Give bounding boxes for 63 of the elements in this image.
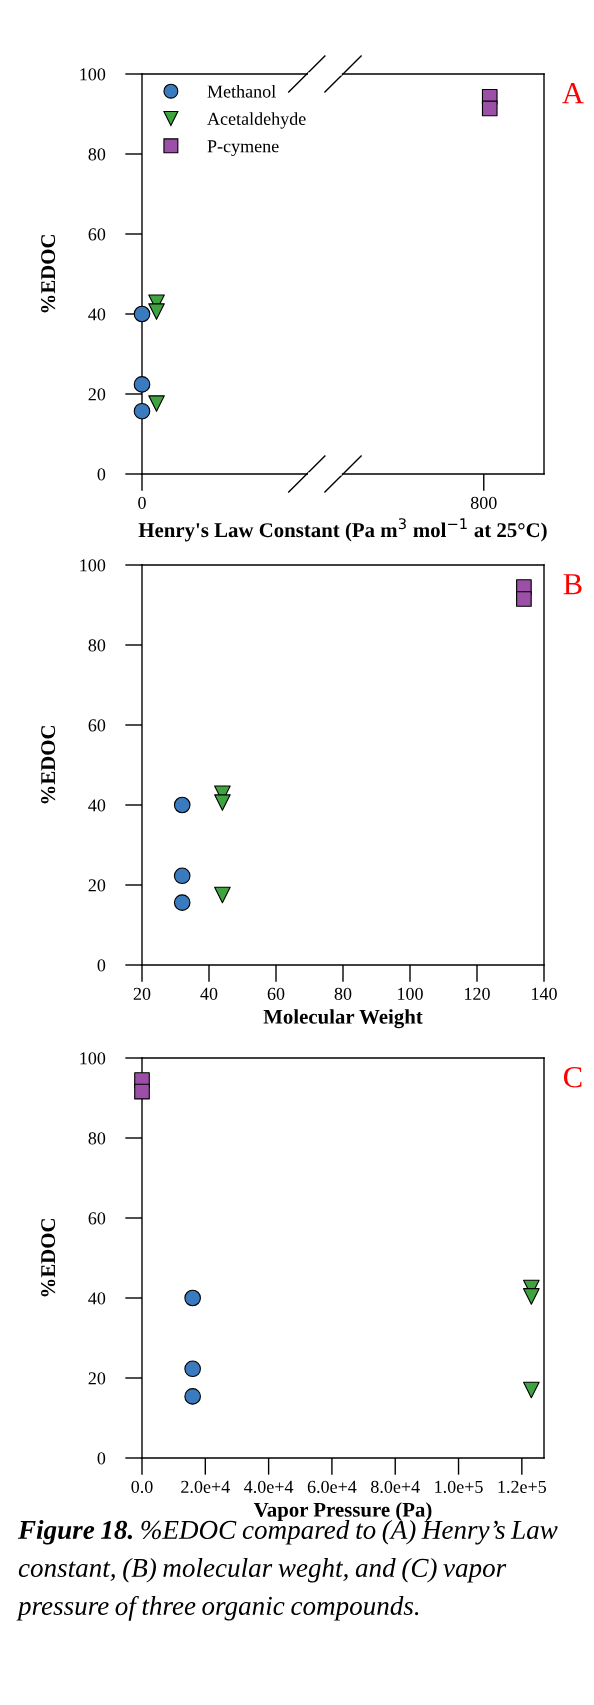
point (133, 376, 151, 393)
point (184, 1289, 201, 1307)
point (173, 796, 191, 814)
y-tick-label: 80 (88, 639, 106, 652)
text: A (562, 83, 584, 104)
x-tick-label: 0.0 (131, 1480, 153, 1494)
x-tick-label: 140 (532, 987, 557, 1000)
point (481, 100, 498, 117)
y-tick-label: 0 (97, 468, 106, 481)
point (523, 1381, 540, 1399)
y-axis-title: %EDOC (41, 1219, 56, 1297)
y-tick-label: 100 (80, 1052, 106, 1065)
point (173, 867, 191, 885)
x-tick-label: 40 (200, 987, 218, 1000)
y-axis-title: %EDOC (41, 235, 56, 313)
point (214, 794, 231, 811)
y-tick-label: 60 (88, 1212, 106, 1225)
y-tick-label: 0 (97, 959, 106, 972)
y-tick-label: 100 (80, 559, 106, 572)
y-tick-label: 60 (88, 719, 106, 732)
x-tick-label: 20 (133, 987, 151, 1000)
y-tick-label: 80 (88, 148, 106, 161)
y-tick-label: 40 (88, 799, 106, 812)
x-axis-title: Henry's Law Constant (Pa m$^{3}$ mol$^{−1}$ at 25°C) (138, 518, 547, 542)
y-tick-label: 100 (80, 68, 106, 81)
x-tick-label: 60 (267, 987, 285, 1000)
y-tick-label: 20 (88, 388, 106, 401)
point (148, 395, 165, 412)
point (133, 402, 151, 420)
y-tick-label: 60 (88, 228, 106, 241)
point (148, 303, 165, 320)
y-tick-label: 0 (97, 1452, 106, 1465)
y-axis-title: %EDOC (41, 726, 56, 804)
point (134, 1083, 150, 1100)
legend-label: Acetaldehyde (207, 112, 306, 129)
x-tick-label: 4.0e+4 (244, 1480, 294, 1494)
x-tick-label: 1.0e+5 (435, 1480, 483, 1494)
point (184, 1388, 201, 1405)
y-tick-label: 40 (88, 1292, 106, 1305)
legend-label: P-cymene (207, 140, 279, 157)
point (173, 894, 191, 911)
x-axis-title: Molecular Weight (263, 1009, 423, 1029)
y-tick-label: 20 (88, 879, 106, 892)
x-tick-label: 2.0e+4 (181, 1480, 230, 1494)
point (184, 1360, 201, 1378)
text: C (564, 1066, 582, 1088)
point (516, 591, 532, 607)
point (523, 1288, 540, 1305)
x-tick-label: 100 (398, 987, 423, 1000)
x-tick-label: 120 (465, 987, 490, 1000)
x-tick-label: 80 (334, 987, 352, 1000)
x-tick-label: 800 (470, 496, 497, 509)
x-tick-label: 6.0e+4 (307, 1480, 357, 1494)
x-tick-label: 8.0e+4 (371, 1480, 420, 1494)
text: Figure 18. %EDOC compared to (A) Henry’s Law constant, (B) molecular weght, and (C) vapor pressure ofthree organic compounds. (16, 1520, 558, 1621)
y-tick-label: 40 (88, 308, 106, 321)
point (214, 886, 231, 904)
y-tick-label: 80 (88, 1132, 106, 1145)
point (133, 305, 151, 323)
legend-label: Methanol (207, 84, 276, 98)
text: B (563, 574, 582, 595)
x-tick-label: 1.2e+5 (498, 1480, 547, 1494)
y-tick-label: 20 (88, 1372, 106, 1385)
